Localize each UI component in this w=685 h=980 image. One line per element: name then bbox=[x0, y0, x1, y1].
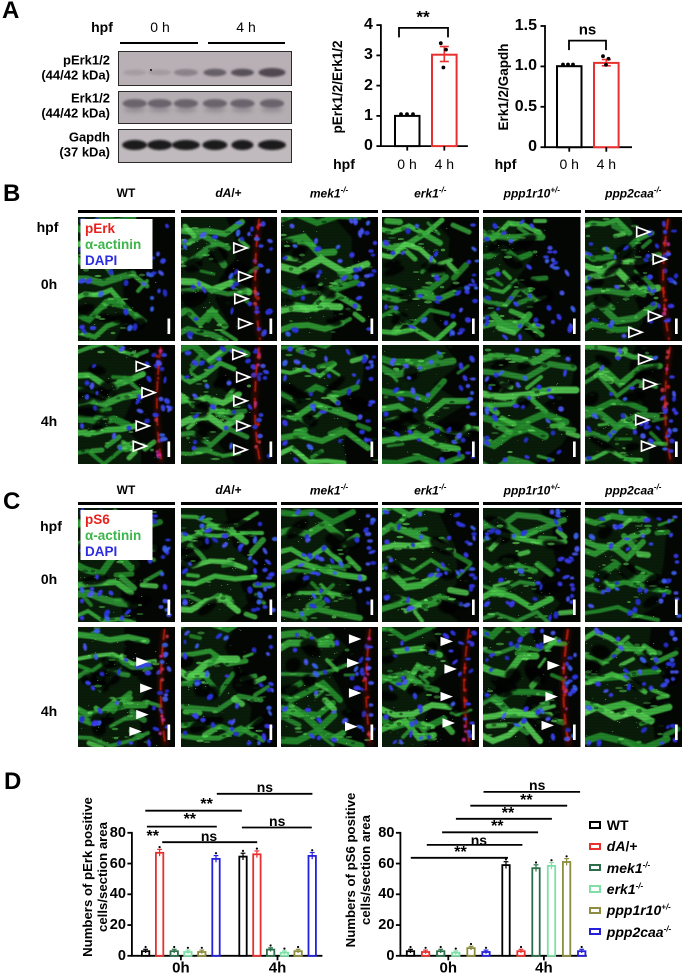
svg-text:DAPI: DAPI bbox=[85, 253, 117, 268]
svg-text:α-actinin: α-actinin bbox=[85, 528, 141, 543]
svg-text:pS6: pS6 bbox=[85, 512, 110, 527]
svg-text:DAPI: DAPI bbox=[85, 544, 117, 559]
svg-text:α-actinin: α-actinin bbox=[85, 237, 141, 252]
svg-text:pErk: pErk bbox=[85, 221, 116, 236]
